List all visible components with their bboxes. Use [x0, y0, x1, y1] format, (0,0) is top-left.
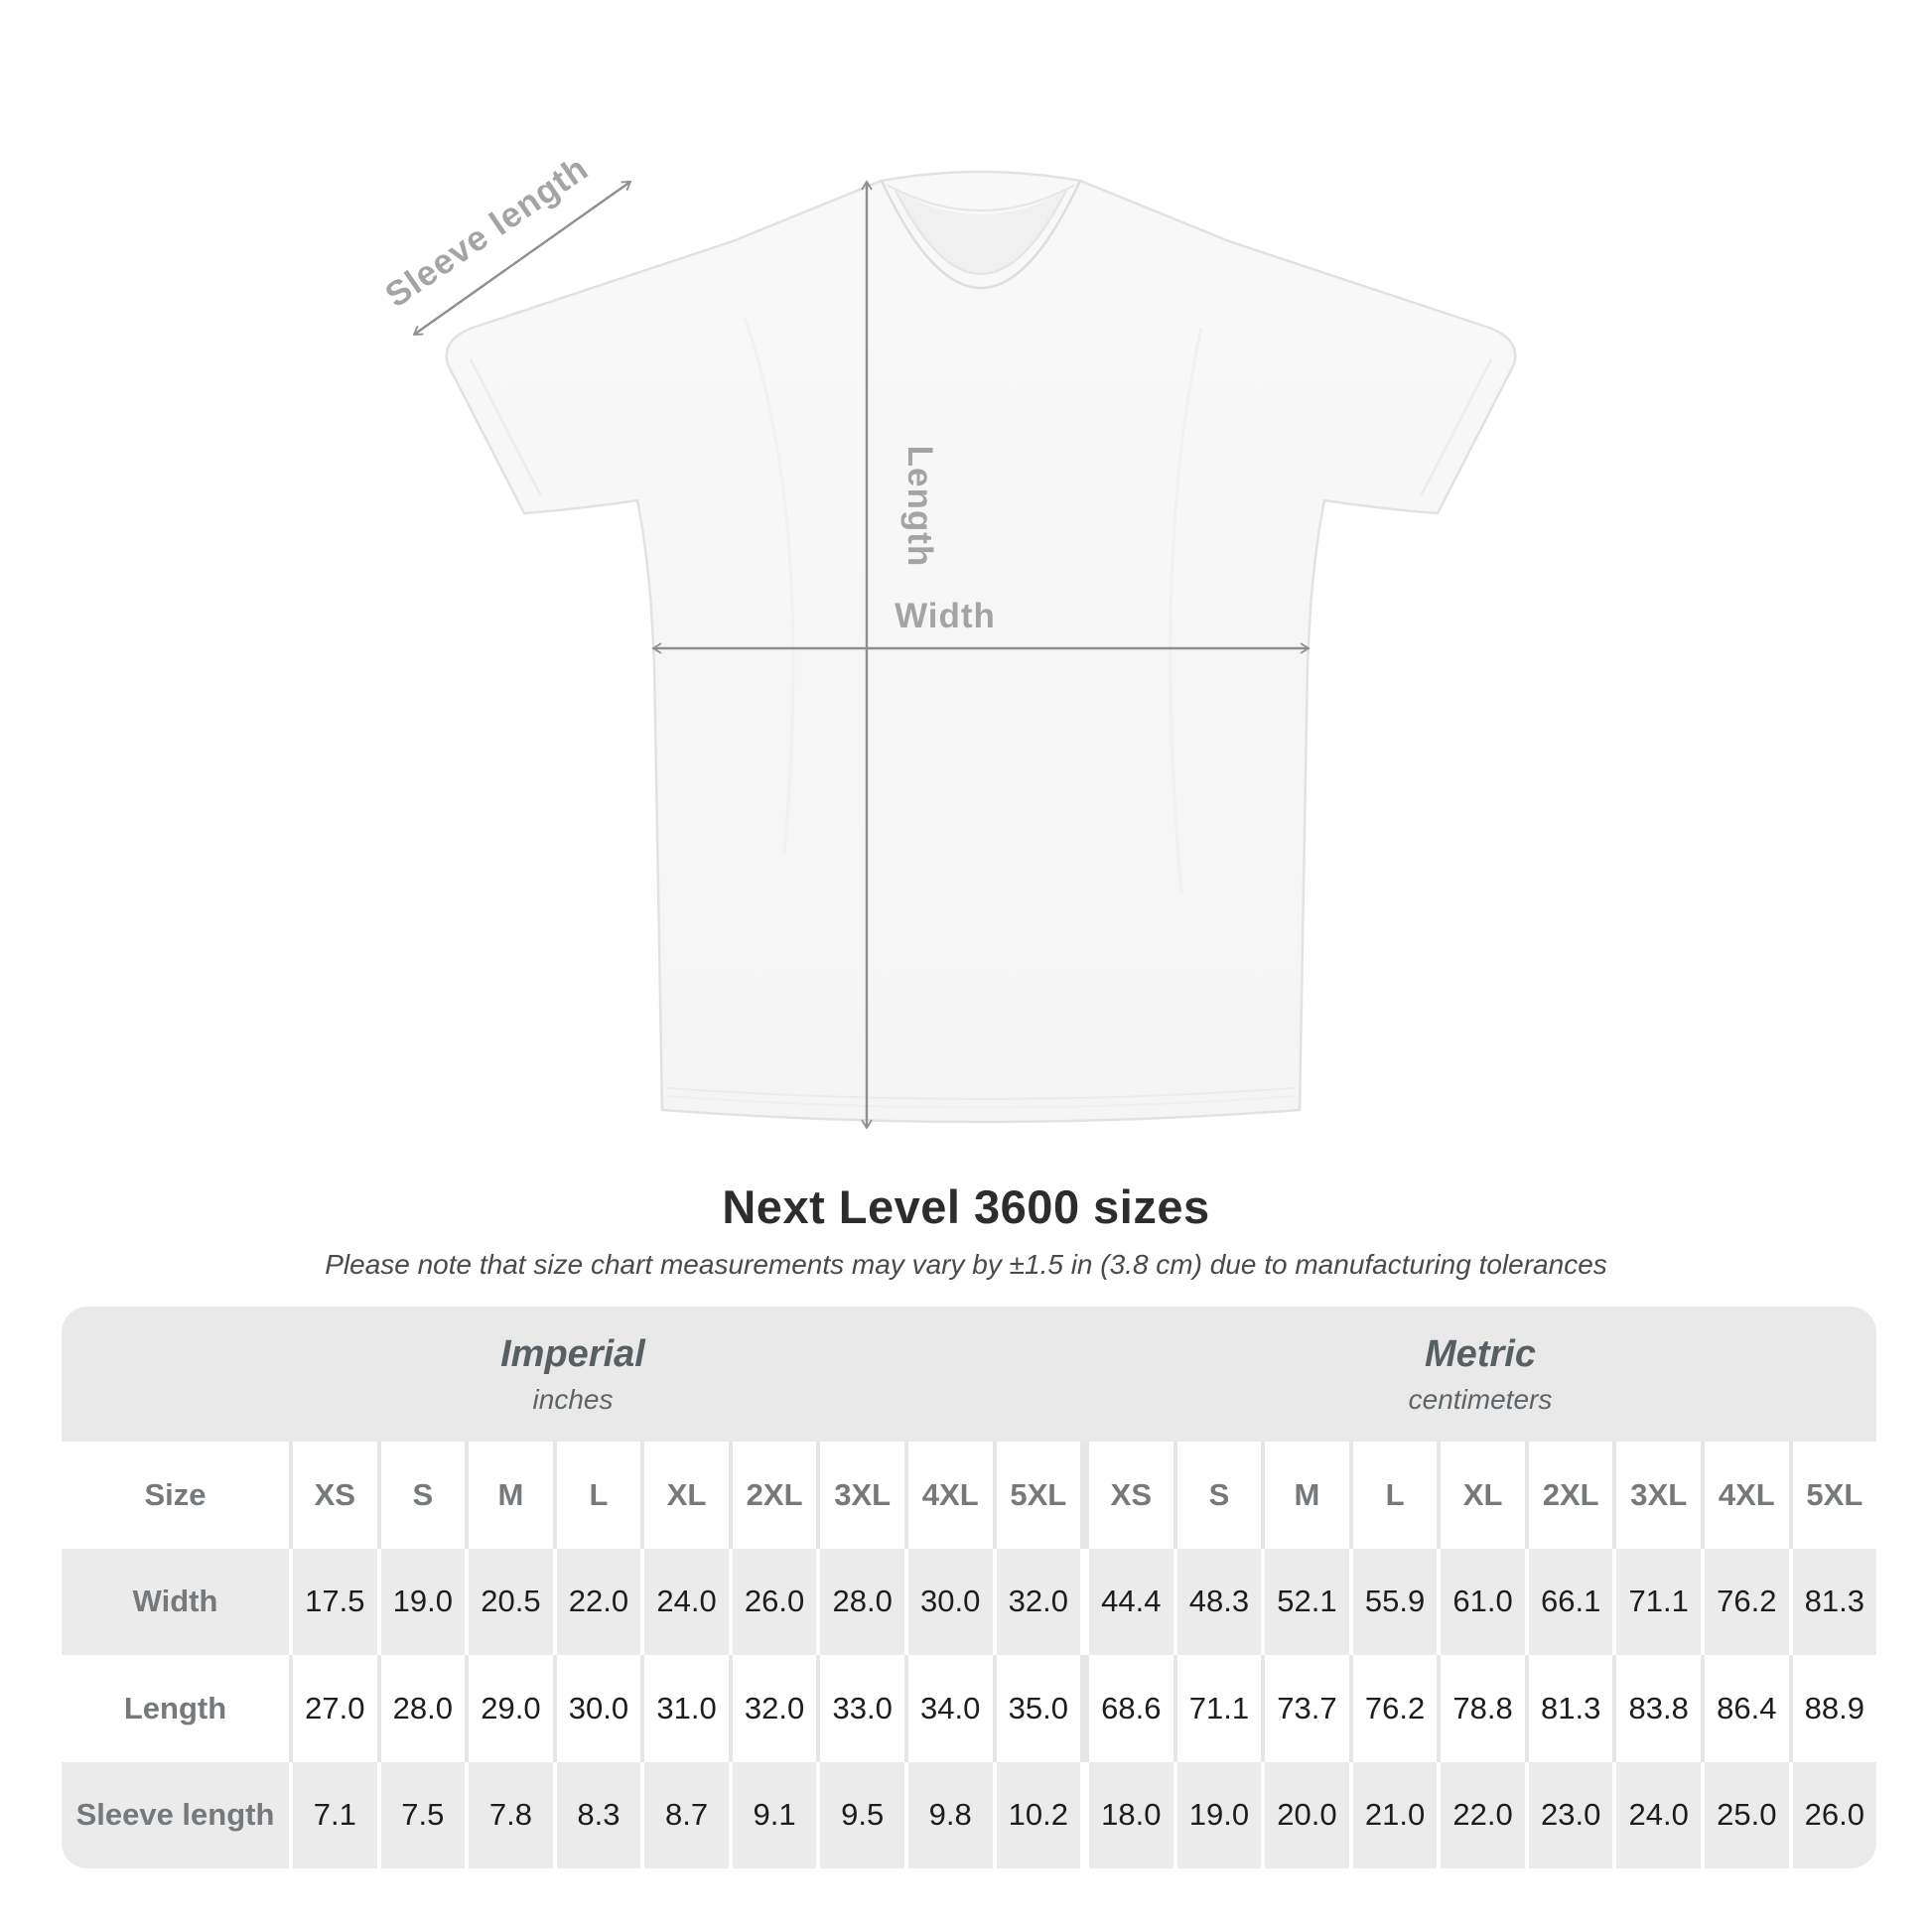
measurement-row-sleeve-length: Sleeve length 7.1 7.5 7.8 8.3 8.7 9.1 9.5 9.8 10.…	[62, 1761, 1876, 1868]
sleeve-length-arrow	[412, 181, 632, 336]
value-cell: 81.3	[1528, 1655, 1617, 1762]
value-cell: 8.7	[644, 1761, 733, 1868]
value-cell: 34.0	[907, 1655, 997, 1762]
value-cell: 10.2	[996, 1761, 1090, 1868]
value-cell: 55.9	[1352, 1548, 1442, 1655]
value-cell: 9.1	[732, 1761, 821, 1868]
imperial-unit: inches	[532, 1383, 614, 1415]
measurement-row-sleeve-length-label: Sleeve length	[62, 1761, 293, 1868]
value-cell: 88.9	[1792, 1655, 1876, 1762]
value-cell: 61.0	[1441, 1548, 1529, 1655]
value-cell: 48.3	[1176, 1548, 1266, 1655]
value-cell: 30.0	[907, 1548, 997, 1655]
value-cell: 31.0	[644, 1655, 733, 1762]
size-header-cell: XS	[293, 1442, 381, 1549]
measurement-row-length-label: Length	[62, 1655, 293, 1762]
value-cell: 25.0	[1705, 1761, 1793, 1868]
size-header-cell: S	[380, 1442, 470, 1549]
value-cell: 73.7	[1265, 1655, 1353, 1762]
size-header-cell: S	[1176, 1442, 1266, 1549]
value-cell: 24.0	[644, 1548, 733, 1655]
value-cell: 86.4	[1705, 1655, 1793, 1762]
size-header-cell: 4XL	[907, 1442, 997, 1549]
size-header-cell: M	[469, 1442, 557, 1549]
value-cell: 78.8	[1441, 1655, 1529, 1762]
value-cell: 52.1	[1265, 1548, 1353, 1655]
value-cell: 32.0	[732, 1655, 821, 1762]
length-label: Length	[900, 446, 939, 568]
value-cell: 9.8	[907, 1761, 997, 1868]
value-cell: 68.6	[1089, 1655, 1177, 1762]
size-header-cell: L	[1352, 1442, 1442, 1549]
value-cell: 7.8	[469, 1761, 557, 1868]
value-cell: 28.0	[820, 1548, 908, 1655]
value-cell: 18.0	[1089, 1761, 1177, 1868]
value-cell: 71.1	[1616, 1548, 1705, 1655]
metric-label: Metric	[1425, 1332, 1536, 1375]
size-header-cell: 4XL	[1705, 1442, 1793, 1549]
value-cell: 7.5	[380, 1761, 470, 1868]
value-cell: 23.0	[1528, 1761, 1617, 1868]
value-cell: 17.5	[293, 1548, 381, 1655]
table-rows: Size XS S M L XL 2XL 3XL 4XL 5XL XS S M L XL 2XL 3XL 4XL 5…	[62, 1442, 1876, 1868]
size-header-cell: L	[556, 1442, 645, 1549]
size-header-cell: 3XL	[820, 1442, 908, 1549]
tolerance-note: Please note that size chart measurements…	[325, 1249, 1607, 1280]
value-cell: 20.0	[1265, 1761, 1353, 1868]
value-cell: 27.0	[293, 1655, 381, 1762]
value-cell: 44.4	[1089, 1548, 1177, 1655]
size-header-cell: XL	[644, 1442, 733, 1549]
size-header-cell: 5XL	[1792, 1442, 1876, 1549]
value-cell: 9.5	[820, 1761, 908, 1868]
value-cell: 33.0	[820, 1655, 908, 1762]
value-cell: 76.2	[1705, 1548, 1793, 1655]
value-cell: 7.1	[293, 1761, 381, 1868]
header-row-label: Size	[62, 1442, 293, 1549]
value-cell: 81.3	[1792, 1548, 1876, 1655]
value-cell: 28.0	[380, 1655, 470, 1762]
size-header-cell: 3XL	[1616, 1442, 1705, 1549]
value-cell: 8.3	[556, 1761, 645, 1868]
value-cell: 19.0	[380, 1548, 470, 1655]
tshirt-measurement-diagram: Sleeve length Length Width	[378, 149, 1517, 1130]
value-cell: 24.0	[1616, 1761, 1705, 1868]
sleeve-length-label: Sleeve length	[378, 149, 596, 316]
value-cell: 19.0	[1176, 1761, 1266, 1868]
value-cell: 26.0	[1792, 1761, 1876, 1868]
value-cell: 29.0	[469, 1655, 557, 1762]
value-cell: 26.0	[732, 1548, 821, 1655]
imperial-label: Imperial	[500, 1332, 645, 1375]
tshirt-illustration	[445, 170, 1517, 1124]
metric-group-header: Metric centimeters	[1084, 1307, 1876, 1442]
imperial-group-header: Imperial inches	[62, 1307, 1084, 1442]
value-cell: 71.1	[1176, 1655, 1266, 1762]
size-header-cell: XL	[1441, 1442, 1529, 1549]
measurement-row-width-label: Width	[62, 1548, 293, 1655]
value-cell: 83.8	[1616, 1655, 1705, 1762]
width-label: Width	[895, 597, 996, 635]
size-header-cell: 2XL	[1528, 1442, 1617, 1549]
value-cell: 66.1	[1528, 1548, 1617, 1655]
value-cell: 30.0	[556, 1655, 645, 1762]
size-header-cell: M	[1265, 1442, 1353, 1549]
value-cell: 22.0	[1441, 1761, 1529, 1868]
size-header-cell: 5XL	[996, 1442, 1090, 1549]
value-cell: 76.2	[1352, 1655, 1442, 1762]
value-cell: 35.0	[996, 1655, 1090, 1762]
value-cell: 20.5	[469, 1548, 557, 1655]
unit-header-band: Imperial inches Metric centimeters	[62, 1307, 1876, 1442]
metric-unit: centimeters	[1408, 1383, 1553, 1415]
page-title: Next Level 3600 sizes	[722, 1180, 1210, 1233]
size-chart-table: Imperial inches Metric centimeters Size X…	[62, 1307, 1876, 1868]
value-cell: 32.0	[996, 1548, 1090, 1655]
value-cell: 22.0	[556, 1548, 645, 1655]
size-header-cell: 2XL	[732, 1442, 821, 1549]
size-header-cell: XS	[1089, 1442, 1177, 1549]
measurement-row-width: Width 17.5 19.0 20.5 22.0 24.0 26.0 28.0 30.0 32.…	[62, 1548, 1876, 1655]
value-cell: 21.0	[1352, 1761, 1442, 1868]
header-row: Size XS S M L XL 2XL 3XL 4XL 5XL XS S M L XL 2XL 3XL 4XL 5…	[62, 1442, 1876, 1549]
measurement-row-length: Length 27.0 28.0 29.0 30.0 31.0 32.0 33.0 34.0 35…	[62, 1655, 1876, 1762]
